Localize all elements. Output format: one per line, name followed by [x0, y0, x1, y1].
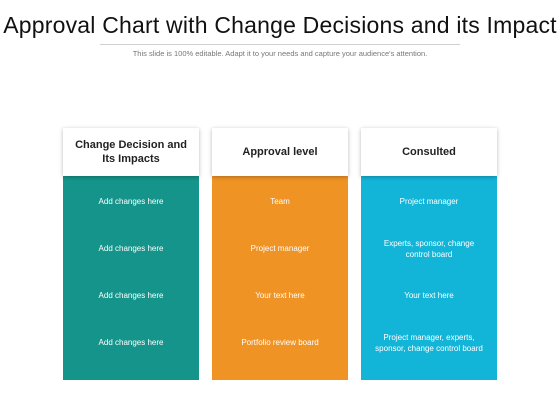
column-header: Consulted [361, 128, 497, 176]
column-consulted: Consulted Project manager Experts, spons… [361, 128, 497, 380]
cell-text: Add changes here [98, 291, 164, 300]
column-header-label: Approval level [242, 146, 318, 158]
column-cell: Your text here [361, 272, 497, 319]
cell-text: Team [270, 197, 290, 206]
slide-subtitle: This slide is 100% editable. Adapt it to… [132, 49, 428, 58]
cell-text: Your text here [404, 291, 454, 300]
cell-text: Add changes here [98, 197, 164, 206]
column-body: Team Project manager Your text here Port… [212, 176, 348, 380]
title-divider [100, 44, 460, 45]
column-cell: Team [212, 178, 348, 225]
cell-text: Experts, sponsor, change control board [383, 238, 475, 259]
column-cell: Add changes here [63, 319, 199, 366]
column-cell: Add changes here [63, 178, 199, 225]
column-header-label: Change Decision and Its Impacts [75, 139, 187, 165]
column-header-label: Consulted [402, 146, 456, 158]
column-body: Add changes here Add changes here Add ch… [63, 176, 199, 380]
column-cell: Project manager, experts, sponsor, chang… [361, 319, 497, 366]
cell-text: Add changes here [98, 244, 164, 253]
column-cell: Portfolio review board [212, 319, 348, 366]
cell-text: Portfolio review board [241, 338, 319, 347]
column-body: Project manager Experts, sponsor, change… [361, 176, 497, 380]
cell-text: Add changes here [98, 338, 164, 347]
column-cell: Add changes here [63, 272, 199, 319]
cell-text: Your text here [255, 291, 305, 300]
cell-text: Project manager, experts, sponsor, chang… [375, 332, 483, 353]
column-cell: Your text here [212, 272, 348, 319]
cell-text: Project manager [250, 244, 310, 253]
column-header: Change Decision and Its Impacts [63, 128, 199, 176]
column-change-decision: Change Decision and Its Impacts Add chan… [63, 128, 199, 380]
column-cell: Project manager [361, 178, 497, 225]
cell-text: Project manager [399, 197, 459, 206]
column-approval-level: Approval level Team Project manager Your… [212, 128, 348, 380]
slide-title: Approval Chart with Change Decisions and… [3, 12, 557, 38]
column-cell: Experts, sponsor, change control board [361, 225, 497, 272]
column-cell: Add changes here [63, 225, 199, 272]
column-header: Approval level [212, 128, 348, 176]
column-cell: Project manager [212, 225, 348, 272]
